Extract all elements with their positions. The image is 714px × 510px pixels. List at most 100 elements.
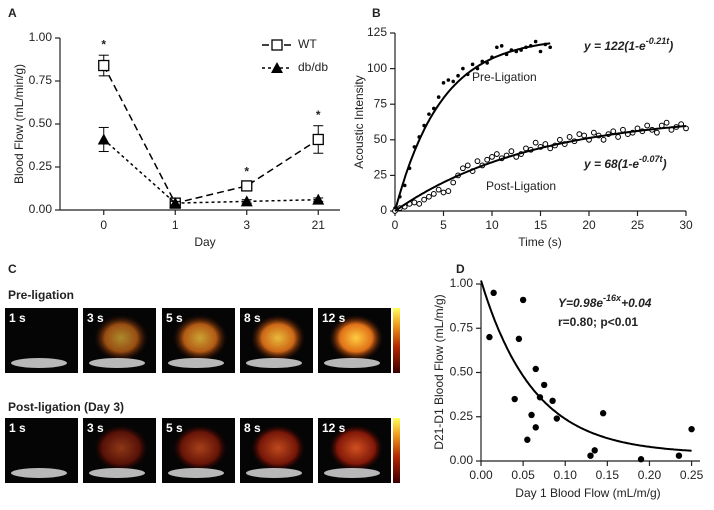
marker — [590, 129, 597, 136]
fit-equation: y = 68(1-e-0.07t) — [583, 154, 667, 171]
frame-time: 8 s — [244, 311, 261, 325]
marker — [445, 188, 452, 194]
y-tick-label: 1.00 — [450, 276, 474, 290]
marker — [441, 81, 446, 85]
tissue-echo — [89, 358, 145, 368]
x-tick-label: 0 — [392, 218, 399, 232]
row-title: Pre-ligation — [8, 288, 74, 302]
curve-label: Post-Ligation — [486, 179, 556, 193]
marker — [688, 425, 695, 433]
equation-tail: ) — [667, 39, 673, 53]
legend-label: db/db — [298, 60, 328, 74]
marker — [446, 78, 451, 82]
contrast-signal — [173, 315, 227, 361]
marker — [271, 62, 283, 73]
y-tick-label: 0.00 — [29, 202, 53, 216]
marker — [440, 189, 447, 196]
marker — [637, 456, 645, 463]
marker — [460, 165, 466, 172]
marker — [98, 59, 110, 72]
marker — [489, 153, 495, 160]
x-tick-label: 0.00 — [469, 468, 493, 482]
fit-curve — [480, 280, 692, 452]
marker — [576, 131, 583, 138]
marker — [620, 126, 626, 133]
fit-curve — [394, 42, 551, 212]
x-tick-label: 5 — [440, 218, 447, 232]
tissue-echo — [11, 468, 67, 478]
tissue-echo — [11, 358, 67, 368]
panel-label: D — [456, 262, 465, 276]
frame-time: 1 s — [9, 421, 26, 435]
y-axis-label: D21-D1 Blood Flow (mL/m/g) — [432, 294, 446, 449]
x-tick-label: 0.10 — [554, 468, 578, 482]
equation-exponent: -0.07t — [639, 154, 664, 164]
marker — [663, 119, 670, 126]
marker — [515, 335, 523, 343]
marker — [169, 197, 182, 209]
marker — [426, 193, 432, 200]
marker — [470, 62, 475, 67]
marker — [456, 73, 460, 78]
significance-mark: * — [244, 165, 249, 179]
curve-label: Pre-Ligation — [472, 70, 537, 84]
equation-base: y = 68(1-e — [583, 157, 639, 171]
x-tick-label: 1 — [172, 218, 179, 232]
marker — [464, 162, 471, 169]
marker — [312, 133, 324, 146]
marker — [474, 158, 481, 165]
marker — [461, 66, 465, 71]
fit-equation: y = 122(1-e-0.21t) — [583, 36, 673, 53]
y-tick-label: 0.00 — [450, 453, 474, 467]
x-tick-label: 25 — [631, 218, 645, 232]
marker — [486, 333, 493, 341]
marker — [519, 296, 527, 304]
row-title: Post-ligation (Day 3) — [8, 400, 124, 414]
marker — [312, 193, 325, 205]
x-axis-label: Day — [194, 235, 215, 249]
contrast-signal — [329, 425, 383, 471]
frame-time: 3 s — [87, 421, 104, 435]
tissue-echo — [89, 468, 145, 478]
marker — [499, 44, 504, 48]
y-tick-label: 0.75 — [450, 320, 474, 334]
marker — [600, 136, 607, 143]
fit-curve — [394, 125, 687, 212]
contrast-signal — [251, 425, 305, 471]
x-tick-label: 0.05 — [511, 468, 535, 482]
y-tick-label: 50 — [374, 132, 388, 146]
x-tick-label: 15 — [534, 218, 548, 232]
y-tick-label: 75 — [374, 96, 388, 110]
marker — [416, 200, 423, 207]
x-tick-label: 0.20 — [638, 468, 662, 482]
marker — [421, 196, 428, 203]
series-line — [103, 65, 319, 204]
x-tick-label: 0.25 — [680, 468, 704, 482]
marker — [654, 129, 660, 136]
marker — [538, 49, 543, 54]
equation-base: Y=0.98e — [558, 296, 603, 310]
marker — [495, 45, 499, 50]
panel-label: C — [8, 262, 17, 276]
marker — [493, 151, 500, 157]
marker — [427, 112, 431, 116]
panel-label: B — [372, 6, 381, 20]
y-tick-label: 0.25 — [450, 409, 474, 423]
fit-equation: Y=0.98e-16x+0.04 — [558, 293, 652, 310]
marker — [615, 134, 621, 140]
tissue-echo — [324, 358, 380, 368]
contrast-signal — [94, 315, 148, 361]
marker — [450, 179, 457, 186]
tissue-echo — [168, 358, 224, 368]
marker — [430, 191, 437, 197]
marker — [532, 424, 539, 431]
y-tick-label: 125 — [367, 25, 387, 39]
x-tick-label: 10 — [485, 218, 499, 232]
marker — [508, 148, 515, 155]
marker — [566, 134, 573, 140]
marker — [532, 365, 539, 373]
marker — [490, 289, 497, 297]
marker — [271, 39, 283, 51]
marker — [549, 397, 556, 405]
